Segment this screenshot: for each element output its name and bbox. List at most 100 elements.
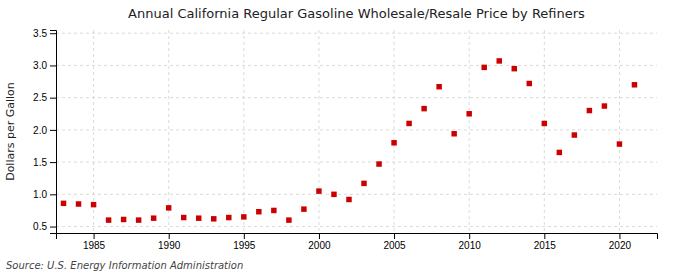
tick-mark xyxy=(394,233,395,239)
tick: 2005 xyxy=(383,233,406,251)
point xyxy=(527,81,532,86)
grid-line-x xyxy=(544,30,545,233)
chart: 1985 1990 1995 2000 2005 2010 2015 2020 0.5 1.0 1.… xyxy=(0,0,675,275)
point xyxy=(61,201,66,206)
point xyxy=(421,106,426,111)
point xyxy=(271,208,276,213)
grid-line-x xyxy=(243,30,244,233)
tick-mark xyxy=(50,98,56,99)
grid-line-x xyxy=(469,30,470,233)
tick-mark xyxy=(319,233,320,239)
source: Source: U.S. Energy Information Administ… xyxy=(6,260,243,271)
grid xyxy=(56,30,657,233)
point xyxy=(316,188,321,193)
tick-label: 2020 xyxy=(609,240,632,251)
tick: 2015 xyxy=(534,233,557,251)
grid-line-y xyxy=(56,162,657,163)
tick: 1990 xyxy=(158,233,181,251)
tick-label: 1990 xyxy=(158,240,181,251)
point xyxy=(181,215,186,220)
x-axis: 1985 1990 1995 2000 2005 2010 2015 2020 xyxy=(57,233,658,251)
tick: 2.0 xyxy=(33,125,56,136)
tick-mark xyxy=(244,233,245,239)
grid-line-x xyxy=(619,30,620,233)
tick: 1985 xyxy=(83,233,106,251)
tick-label: 0.5 xyxy=(33,221,47,232)
tick-label: 1985 xyxy=(83,240,106,251)
point xyxy=(196,215,201,220)
point xyxy=(466,111,471,116)
tick-mark xyxy=(169,233,170,239)
point xyxy=(136,217,141,222)
point xyxy=(587,108,592,113)
axis-line xyxy=(50,31,57,234)
y-axis-title: Dollars per Gallon xyxy=(4,82,17,181)
tick-label: 2005 xyxy=(383,240,406,251)
point xyxy=(436,84,441,89)
tick-mark xyxy=(50,33,56,34)
tick-label: 2.0 xyxy=(33,125,47,136)
point xyxy=(286,217,291,222)
tick: 1.5 xyxy=(33,157,56,168)
grid-line-y xyxy=(56,65,657,66)
tick: 1995 xyxy=(233,233,256,251)
tick-label: 2010 xyxy=(459,240,482,251)
plot-area: 1985 1990 1995 2000 2005 2010 2015 2020 0.5 1.0 1.… xyxy=(33,28,657,251)
point xyxy=(91,202,96,207)
grid-line-y xyxy=(56,226,657,227)
point xyxy=(481,65,486,70)
tick: 2010 xyxy=(459,233,482,251)
tick: 2000 xyxy=(308,233,331,251)
point xyxy=(226,215,231,220)
points xyxy=(61,58,637,223)
tick-label: 1995 xyxy=(233,240,256,251)
axis-line xyxy=(57,234,658,240)
tick-mark xyxy=(50,65,56,66)
tick: 2.5 xyxy=(33,92,56,103)
grid-line-x xyxy=(318,30,319,233)
grid-line-x xyxy=(394,30,395,233)
tick: 1.0 xyxy=(33,189,56,200)
title: Annual California Regular Gasoline Whole… xyxy=(128,6,585,21)
tick: 3.0 xyxy=(33,60,56,71)
grid-line-y xyxy=(56,129,657,130)
point xyxy=(557,150,562,155)
tick-mark xyxy=(544,233,545,239)
tick-mark xyxy=(50,162,56,163)
point xyxy=(572,132,577,137)
point xyxy=(76,201,81,206)
tick-label: 3.0 xyxy=(33,60,47,71)
tick-label: 1.5 xyxy=(33,157,47,168)
point xyxy=(241,214,246,219)
point xyxy=(617,141,622,146)
point xyxy=(512,66,517,71)
point xyxy=(391,140,396,145)
point xyxy=(331,192,336,197)
point xyxy=(121,217,126,222)
tick-mark xyxy=(50,194,56,195)
grid-line-y xyxy=(56,194,657,195)
y-axis: 0.5 1.0 1.5 2.0 2.5 3.0 3.5 xyxy=(33,28,56,234)
point xyxy=(406,121,411,126)
point xyxy=(106,217,111,222)
tick-label: 1.0 xyxy=(33,189,47,200)
point xyxy=(211,216,216,221)
point xyxy=(166,205,171,210)
grid-line-y xyxy=(56,33,657,34)
point xyxy=(361,181,366,186)
tick-mark xyxy=(50,130,56,131)
grid-line-x xyxy=(168,30,169,233)
point xyxy=(496,58,501,63)
tick-mark xyxy=(619,233,620,239)
grid-line-y xyxy=(56,97,657,98)
point xyxy=(256,209,261,214)
tick: 3.5 xyxy=(33,28,56,39)
tick: 2020 xyxy=(609,233,632,251)
point xyxy=(376,161,381,166)
point xyxy=(151,215,156,220)
tick-mark xyxy=(50,227,56,228)
point xyxy=(542,121,547,126)
point xyxy=(346,197,351,202)
point xyxy=(602,103,607,108)
point xyxy=(632,82,637,87)
